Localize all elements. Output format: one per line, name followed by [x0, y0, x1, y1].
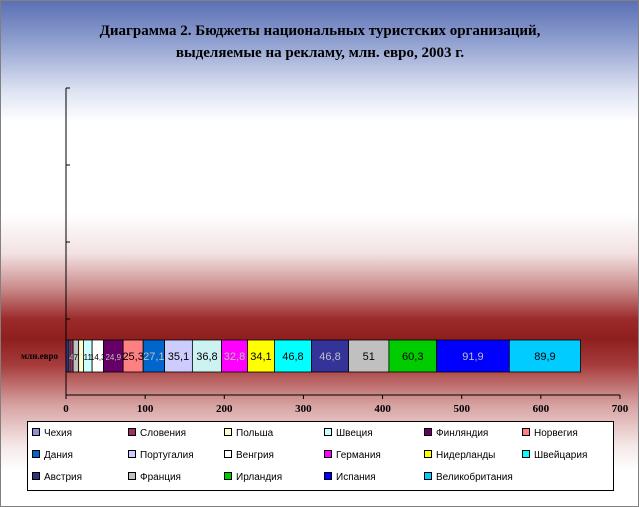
legend-swatch	[324, 450, 332, 459]
legend-item: Швеция	[324, 427, 373, 441]
legend-label: Польша	[236, 428, 274, 439]
legend-item: Португалия	[128, 449, 194, 463]
bar-segment	[221, 339, 248, 373]
legend-label: Франция	[140, 472, 181, 483]
bar-data-label: 7	[74, 353, 79, 362]
legend-item: Франция	[128, 471, 181, 485]
legend-swatch	[424, 428, 432, 437]
legend-item: Германия	[324, 449, 381, 463]
legend-label: Норвегия	[534, 428, 578, 439]
bar-segment	[311, 339, 349, 373]
legend-label: Нидерланды	[436, 450, 496, 461]
legend-item: Испания	[324, 471, 376, 485]
legend-item: Ирландия	[224, 471, 282, 485]
legend-swatch	[224, 472, 232, 481]
bar-data-label: 89,9	[534, 351, 555, 363]
x-tick-label: 200	[216, 403, 233, 415]
legend-label: Словения	[140, 428, 187, 439]
bar-data-label: 32,8	[224, 351, 245, 363]
x-tick-label: 300	[295, 403, 312, 415]
legend-swatch	[324, 472, 332, 481]
legend-item: Австрия	[32, 471, 82, 485]
legend-item: Словения	[128, 427, 186, 441]
legend-swatch	[224, 450, 232, 459]
bar-data-label: 34,1	[250, 351, 271, 363]
legend-label: Испания	[336, 472, 376, 483]
legend-label: Дания	[44, 450, 73, 461]
legend-item: Нидерланды	[424, 449, 495, 463]
legend-swatch	[32, 450, 40, 459]
bar-data-label: 14,3	[90, 353, 106, 362]
legend-item: Норвегия	[522, 427, 578, 441]
bar-data-label: 91,9	[462, 351, 483, 363]
bar-data-label: 36,8	[196, 351, 217, 363]
bar-data-label: 25,3	[122, 351, 143, 363]
legend-item: Финляндия	[424, 427, 488, 441]
legend-item: Дания	[32, 449, 73, 463]
legend-item: Чехия	[32, 427, 72, 441]
bar-segment	[436, 339, 510, 373]
legend-item: Венгрия	[224, 449, 274, 463]
chart-ticks: 0 100 200 300 400 500 600 700	[63, 395, 629, 415]
bar-data-label: 27,1	[143, 351, 164, 363]
legend-swatch	[128, 428, 136, 437]
x-tick-label: 600	[533, 403, 550, 415]
x-tick-label: 400	[374, 403, 391, 415]
legend-swatch	[324, 428, 332, 437]
chart-title: Диаграмма 2. Бюджеты национальных турист…	[20, 20, 620, 64]
bar-data-label: 11	[84, 353, 93, 362]
bar-data-label: 24,9	[105, 353, 121, 362]
legend-label: Германия	[336, 450, 381, 461]
legend-swatch	[424, 450, 432, 459]
legend-swatch	[128, 472, 136, 481]
bar-data-label: 46,8	[282, 351, 303, 363]
x-tick-label: 700	[612, 403, 629, 415]
x-tick-label: 500	[453, 403, 470, 415]
legend-label: Швейцария	[534, 450, 588, 461]
bar-segment	[191, 339, 222, 373]
category-label: млн.евро	[21, 351, 58, 361]
bar-data-label: 35,1	[168, 351, 189, 363]
legend-label: Чехия	[44, 428, 73, 439]
legend-swatch	[224, 428, 232, 437]
bar-segment	[164, 339, 193, 373]
bar-segment	[508, 339, 581, 373]
legend-swatch	[32, 428, 40, 437]
legend-item: Польша	[224, 427, 273, 441]
bar-data-label: 51	[363, 351, 375, 363]
legend-swatch	[32, 472, 40, 481]
legend-swatch	[522, 428, 530, 437]
x-tick-label: 0	[63, 403, 69, 415]
chart-title-line-2: выделяемые на рекламу, млн. евро, 2003 г…	[175, 45, 465, 61]
legend-swatch	[424, 472, 432, 481]
bar-segment	[388, 339, 438, 373]
chart-title-line-1: Диаграмма 2. Бюджеты национальных турист…	[99, 23, 541, 39]
bar-segment	[274, 339, 312, 373]
legend-swatch	[128, 450, 136, 459]
legend-label: Финляндия	[436, 428, 489, 439]
legend-label: Ирландия	[236, 472, 283, 483]
legend-label: Великобритания	[436, 472, 513, 483]
legend-swatch	[522, 450, 530, 459]
bar-data-label: 46,8	[319, 351, 340, 363]
legend-label: Португалия	[140, 450, 194, 461]
legend-item: Великобритания	[424, 471, 513, 485]
legend-label: Швеция	[336, 428, 373, 439]
chart-legend: Чехия Словения Польша Швеция Финляндия Норвег…	[27, 421, 614, 491]
x-tick-label: 100	[137, 403, 154, 415]
legend-label: Австрия	[44, 472, 83, 483]
legend-label: Венгрия	[236, 450, 274, 461]
bar-data-label: 4	[69, 353, 74, 362]
legend-item: Швейцария	[522, 449, 587, 463]
bar-data-label: 60,3	[402, 351, 423, 363]
